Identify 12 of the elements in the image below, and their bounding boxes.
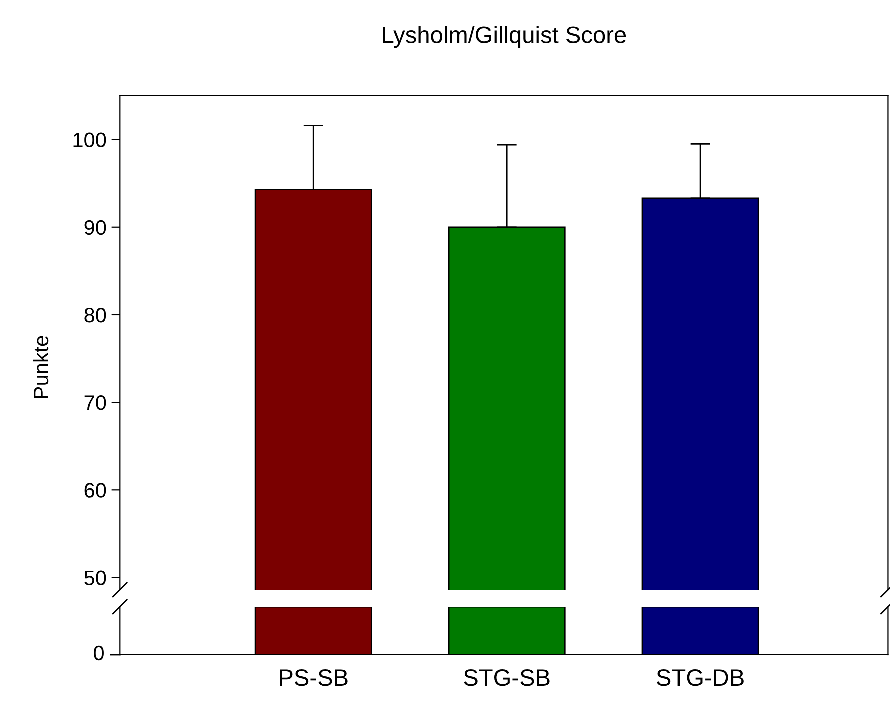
y-axis-title: Punkte [33,336,49,398]
y-tick-label: 60 [84,483,106,498]
y-tick-label: 100 [74,132,106,148]
text: 0 [94,646,104,661]
x-tick-label: PS-SB [280,670,348,686]
y-tick-label: 70 [84,396,106,410]
x-tick-label: STG-DB [657,670,744,686]
x-tick-label: STG-SB [464,670,550,686]
y-tick-label: 90 [84,220,106,236]
y-tick-label: 50 [84,570,106,586]
chart-title: Lysholm/Gillquist Score [383,26,626,48]
y-tick-label: 80 [84,308,106,323]
